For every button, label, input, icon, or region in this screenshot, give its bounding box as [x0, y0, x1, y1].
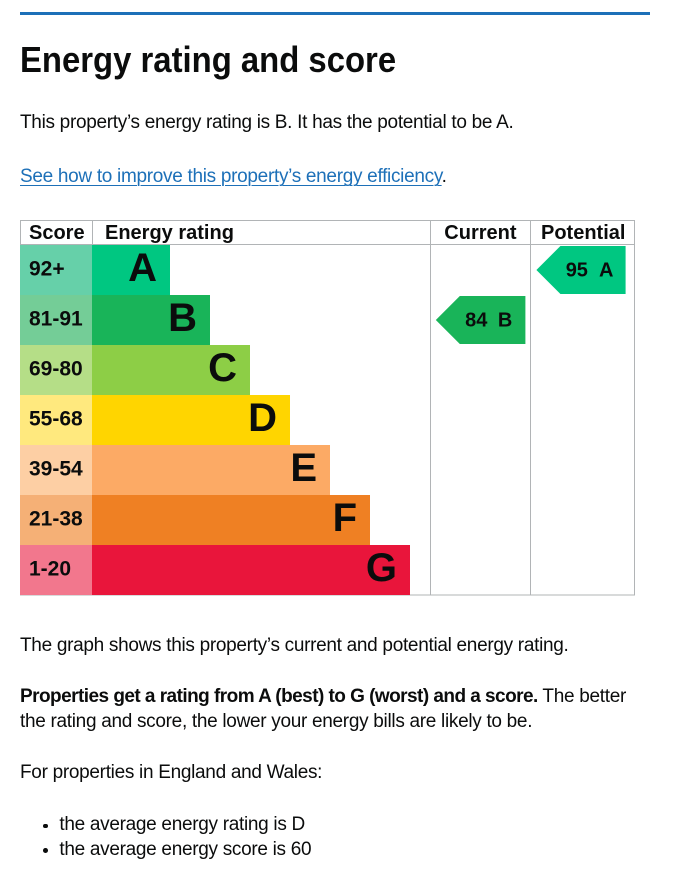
svg-text:Potential: Potential [541, 221, 625, 243]
svg-text:21-38: 21-38 [29, 507, 83, 530]
svg-text:A: A [128, 246, 157, 290]
svg-text:A: A [599, 259, 613, 281]
svg-text:84: 84 [465, 309, 488, 331]
svg-text:B: B [497, 309, 511, 331]
svg-text:F: F [332, 496, 356, 540]
svg-text:D: D [248, 396, 277, 440]
svg-text:C: C [208, 346, 237, 390]
svg-text:G: G [365, 546, 396, 590]
svg-text:Score: Score [29, 221, 85, 243]
svg-text:55-68: 55-68 [29, 407, 83, 430]
svg-text:1-20: 1-20 [29, 557, 71, 580]
svg-text:95: 95 [565, 259, 587, 281]
svg-text:39-54: 39-54 [29, 457, 83, 480]
svg-text:92+: 92+ [29, 257, 65, 280]
svg-text:69-80: 69-80 [29, 357, 83, 380]
svg-text:Current: Current [444, 221, 517, 243]
svg-text:Energy rating: Energy rating [105, 221, 234, 243]
svg-text:B: B [168, 296, 197, 340]
svg-text:E: E [290, 446, 317, 490]
svg-text:81-91: 81-91 [29, 307, 83, 330]
